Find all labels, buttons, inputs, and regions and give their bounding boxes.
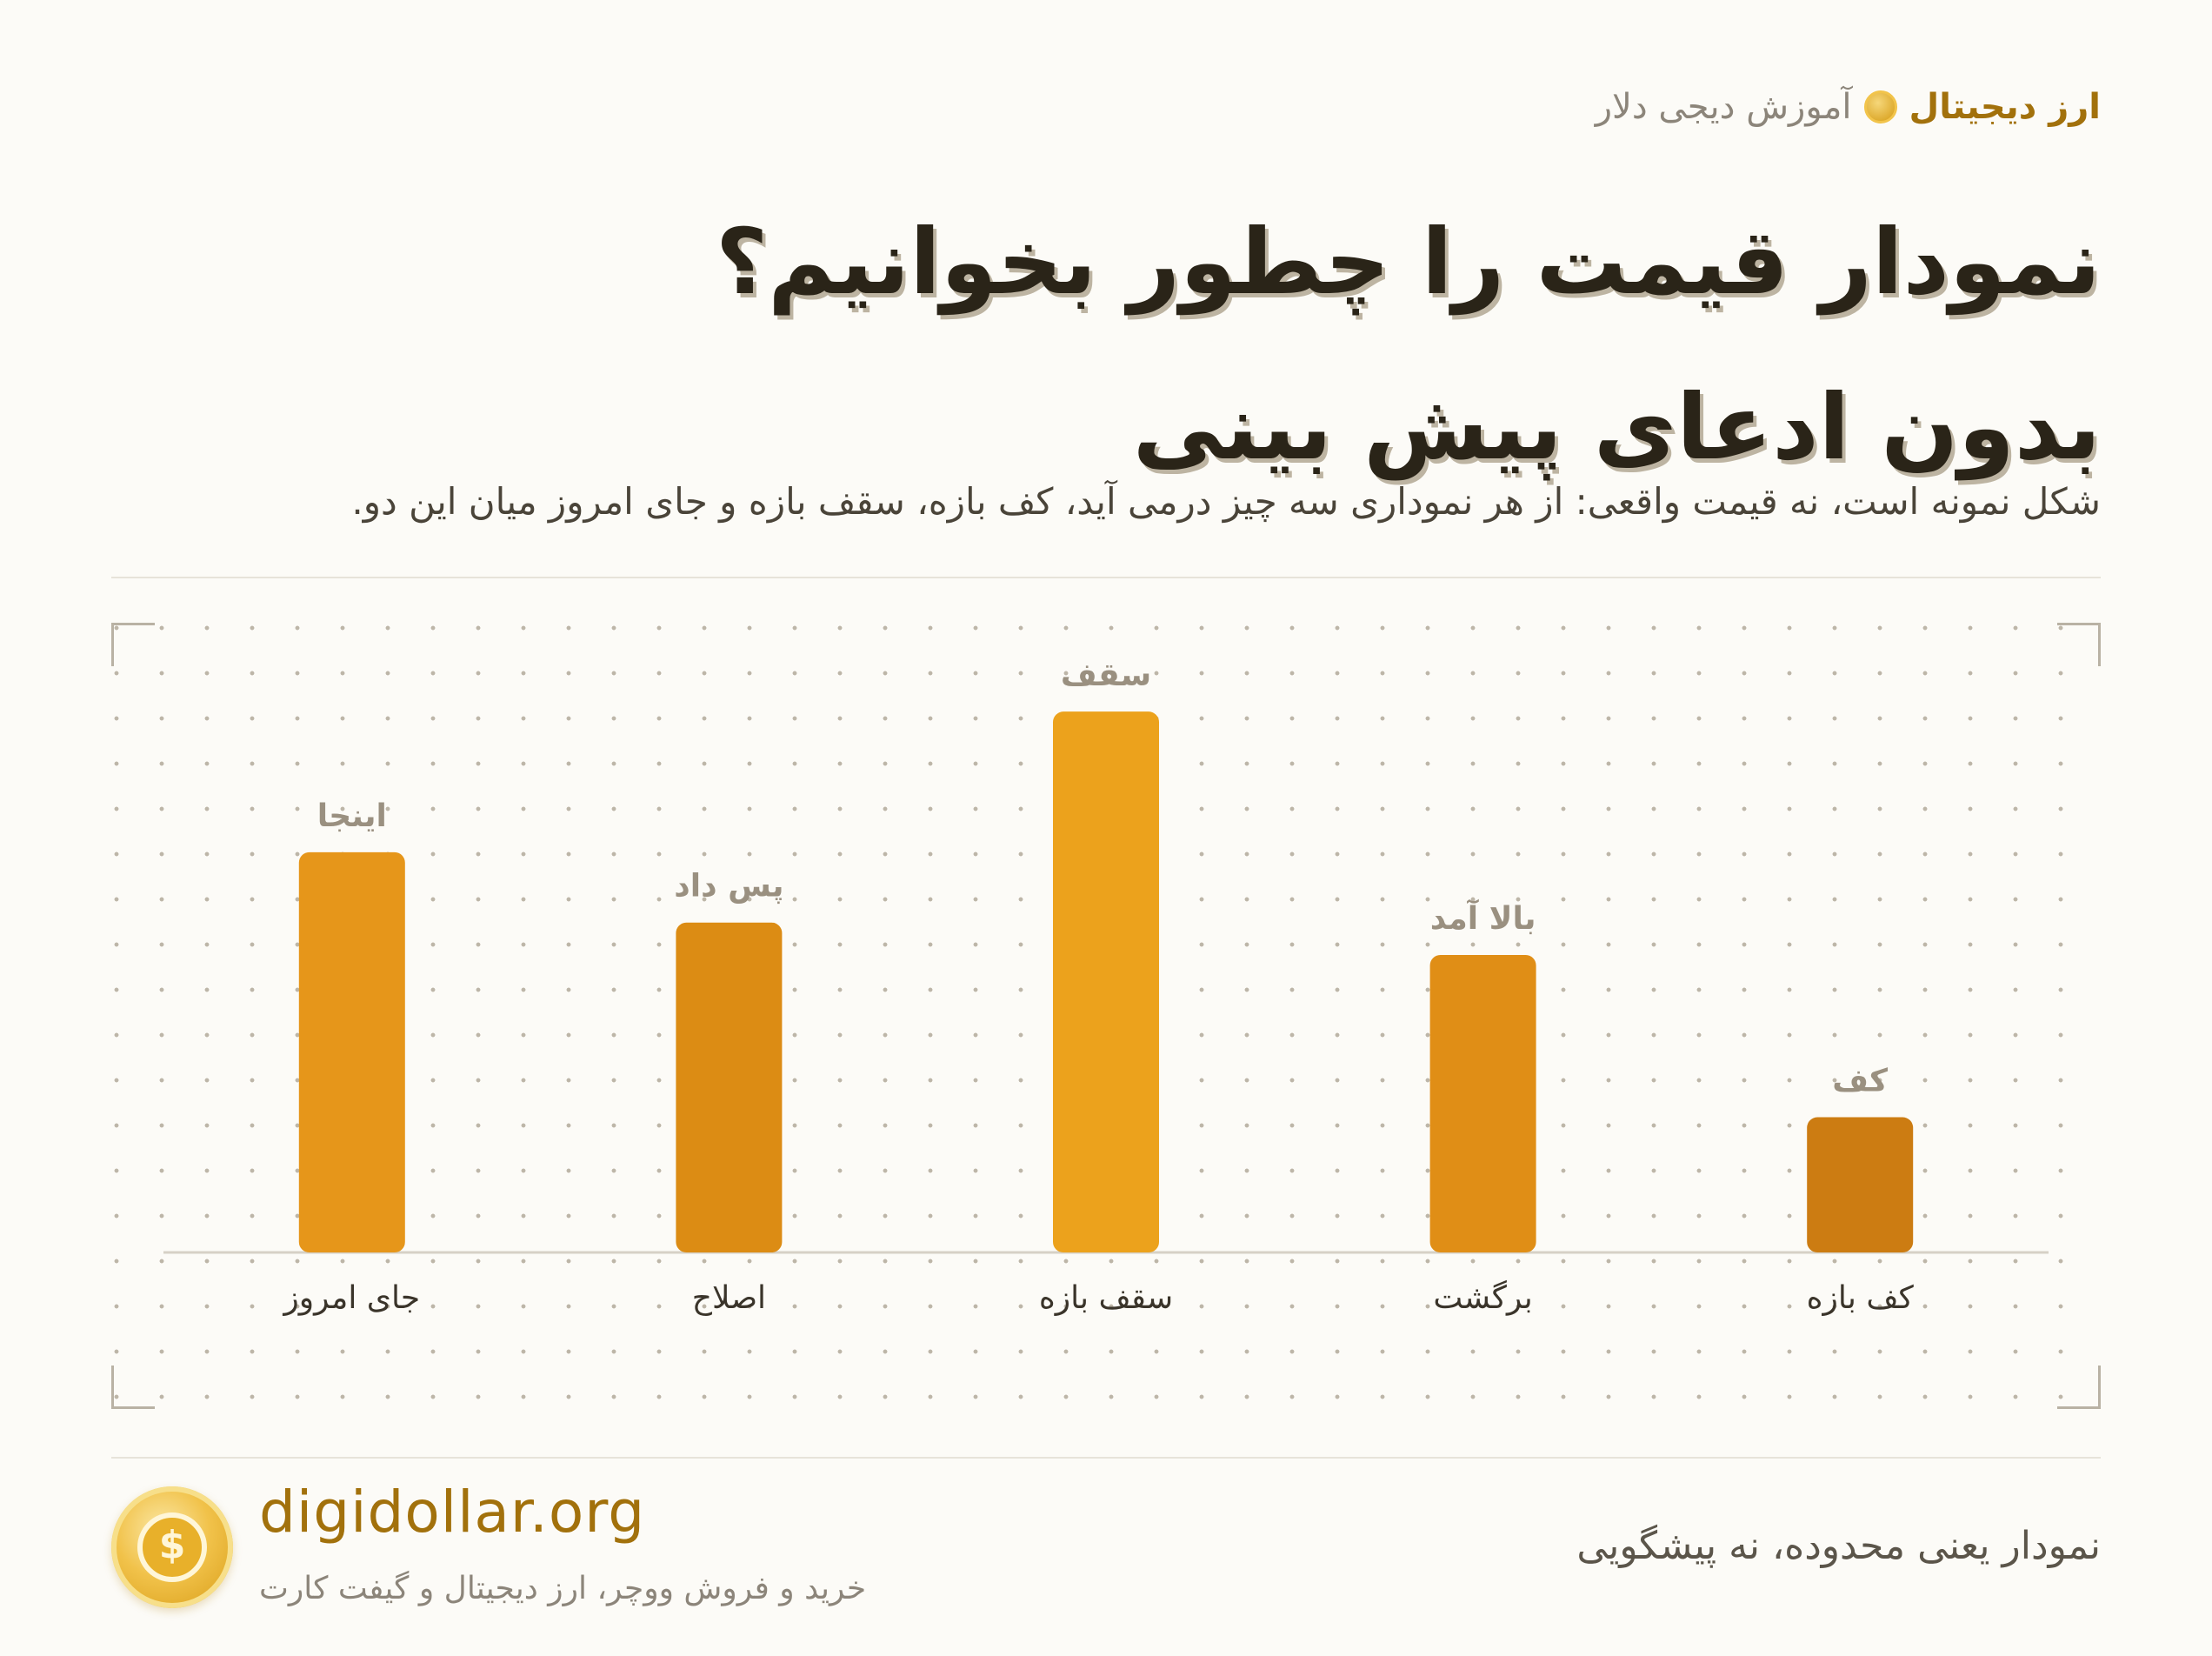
corner-mark <box>2057 1366 2101 1409</box>
data-label: اینجا <box>317 798 387 834</box>
coin-icon <box>1863 90 1897 124</box>
data-label: پس داد <box>674 869 783 905</box>
x-tick-label: اصلاح <box>692 1280 766 1316</box>
kicker: آموزش دیجی دلار ارز دیجیتال <box>1596 87 2101 127</box>
corner-mark <box>111 1366 155 1409</box>
site-url[interactable]: digidollar.org <box>259 1479 646 1546</box>
page-title: نمودار قیمت را چطور بخوانیم؟ بدون ادعای … <box>101 179 2101 510</box>
bar <box>1053 711 1159 1252</box>
bar <box>1807 1117 1914 1252</box>
title-line-1: نمودار قیمت را چطور بخوانیم؟ <box>715 209 2101 315</box>
x-tick-label: جای امروز <box>282 1280 420 1316</box>
data-label: سقف <box>1061 658 1151 693</box>
bar-chart: اینجا جای امروز پس داد اصلاح سقف سقف بازه بالا… <box>163 658 2049 1316</box>
x-tick-label: برگشت <box>1433 1279 1533 1316</box>
site-tagline: خرید و فروش ووچر، ارز دیجیتال و گیفت کار… <box>259 1571 867 1606</box>
page-subtitle: شکل نمونه است، نه قیمت واقعی: از هر نمود… <box>351 480 2101 523</box>
corner-mark <box>111 623 155 666</box>
bar <box>676 922 783 1252</box>
title-line-2: بدون ادعای پیش بینی <box>1132 374 2101 480</box>
data-label: بالا آمد <box>1430 898 1536 937</box>
bar <box>1429 955 1536 1252</box>
category-label: ارز دیجیتال <box>1909 87 2101 127</box>
x-tick-label: سقف بازه <box>1039 1280 1173 1316</box>
corner-mark <box>2057 623 2101 666</box>
footer-note: نمودار یعنی محدوده، نه پیشگویی <box>1576 1524 2101 1568</box>
data-label: کف <box>1832 1064 1888 1099</box>
digidollar-logo <box>111 1486 233 1608</box>
series-label: آموزش دیجی دلار <box>1595 87 1852 127</box>
bar <box>298 851 405 1252</box>
divider-top <box>111 577 2101 578</box>
chart-frame: اینجا جای امروز پس داد اصلاح سقف سقف بازه بالا… <box>111 623 2101 1409</box>
x-tick-label: کف بازه <box>1807 1280 1915 1316</box>
divider-bottom <box>111 1457 2101 1459</box>
